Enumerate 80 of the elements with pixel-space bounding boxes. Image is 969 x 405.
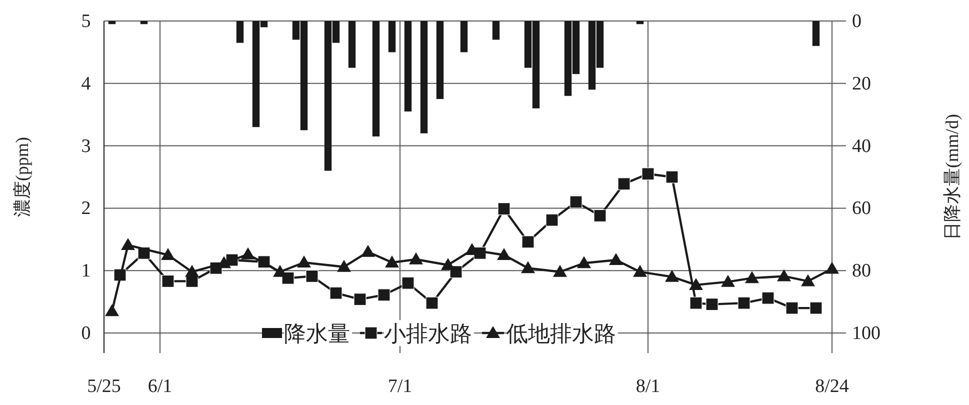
x-tick-label: 8/1 xyxy=(636,376,660,397)
point xyxy=(162,274,174,288)
point xyxy=(121,238,135,250)
point xyxy=(441,258,455,270)
point xyxy=(738,296,750,310)
point xyxy=(105,304,119,316)
point xyxy=(706,298,718,311)
y-tick-label: 5 xyxy=(81,11,91,32)
point xyxy=(553,264,567,277)
point xyxy=(577,256,591,268)
y2-tick-label: 100 xyxy=(852,323,880,344)
legend-label: 降水量 xyxy=(284,321,350,346)
y-axis-title: 濃度(ppm) xyxy=(12,137,32,217)
point xyxy=(409,252,423,264)
bar xyxy=(492,21,500,40)
point xyxy=(337,260,351,272)
point xyxy=(402,276,414,290)
point xyxy=(745,271,759,284)
y2-tick-label: 0 xyxy=(852,11,862,32)
y2-tick-label: 40 xyxy=(852,136,871,157)
point xyxy=(810,302,822,314)
point xyxy=(777,269,791,282)
y2-tick-label: 60 xyxy=(852,198,871,220)
bar xyxy=(348,21,356,68)
point xyxy=(666,170,678,184)
point xyxy=(354,293,366,306)
y-tick-label: 1 xyxy=(81,260,91,282)
point xyxy=(609,252,623,265)
point xyxy=(521,261,535,274)
bar xyxy=(372,21,380,136)
point xyxy=(665,270,679,282)
point xyxy=(633,264,647,277)
bar xyxy=(140,21,148,24)
point xyxy=(306,270,318,283)
bar xyxy=(636,21,644,24)
y-tick-label: 0 xyxy=(81,323,91,344)
x-tick-label: 8/24 xyxy=(815,376,850,397)
legend-label: 小排水路 xyxy=(384,321,472,346)
bar xyxy=(460,21,468,52)
point xyxy=(361,244,375,257)
point xyxy=(801,274,815,286)
point xyxy=(385,255,399,268)
bar xyxy=(404,21,412,112)
point xyxy=(825,262,839,274)
point xyxy=(330,286,342,300)
point xyxy=(161,248,175,260)
bar xyxy=(236,21,244,43)
point xyxy=(594,209,606,222)
point xyxy=(721,274,735,287)
point xyxy=(618,178,630,190)
point xyxy=(378,288,390,302)
x-tick-label: 7/1 xyxy=(388,376,412,397)
point xyxy=(522,236,534,248)
point xyxy=(690,296,702,310)
point xyxy=(689,278,703,290)
bar xyxy=(108,21,116,24)
point xyxy=(570,196,582,208)
point xyxy=(762,292,774,304)
y-tick-label: 4 xyxy=(81,73,92,94)
y2-axis-title: 日降水量(mm/d) xyxy=(942,114,962,240)
x-tick-label: 5/25 xyxy=(87,376,121,397)
point xyxy=(786,302,798,314)
bar xyxy=(420,21,428,134)
y2-tick-label: 20 xyxy=(852,73,871,94)
point xyxy=(241,247,255,260)
y2-tick-label: 80 xyxy=(852,260,871,282)
y-tick-label: 3 xyxy=(81,136,91,157)
legend-label: 低地排水路 xyxy=(506,321,616,346)
bar xyxy=(436,21,444,99)
point xyxy=(185,264,199,277)
point xyxy=(498,202,510,216)
bar xyxy=(812,21,820,46)
x-tick-label: 6/1 xyxy=(148,376,172,397)
point xyxy=(642,168,654,180)
point xyxy=(546,214,558,226)
y-tick-label: 2 xyxy=(81,198,91,220)
point xyxy=(497,248,511,260)
point xyxy=(297,255,311,268)
point xyxy=(426,296,438,310)
bar xyxy=(388,21,396,52)
